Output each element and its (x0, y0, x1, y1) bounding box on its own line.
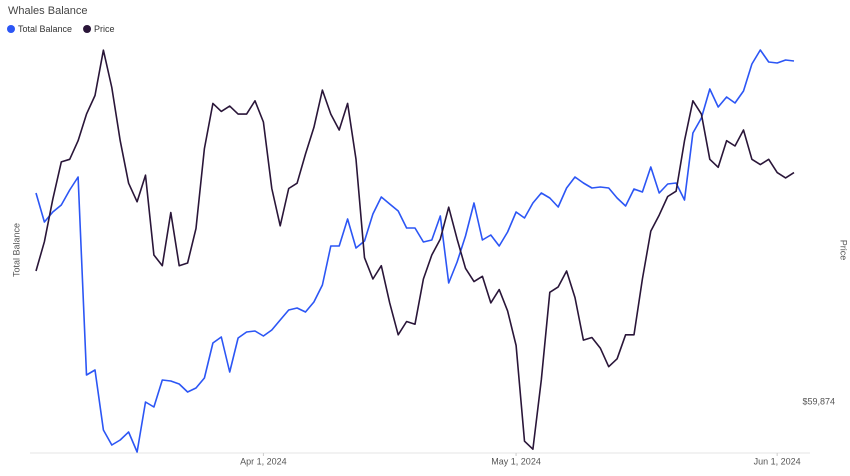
series-line (35, 49, 795, 453)
series-line (35, 49, 795, 450)
y-axis-label: Total Balance (11, 223, 21, 277)
x-tick-label: Apr 1, 2024 (240, 456, 287, 466)
x-tick-label: Jun 1, 2024 (754, 456, 801, 466)
y2-tick-label: $59,874 (802, 396, 835, 406)
legend-marker (7, 25, 15, 33)
y2-axis-label: Price (839, 240, 849, 261)
legend-label: Total Balance (18, 24, 72, 34)
chart-title: Whales Balance (8, 5, 88, 17)
legend-marker (83, 25, 92, 33)
x-tick-label: May 1, 2024 (491, 456, 541, 466)
legend-label: Price (94, 24, 115, 34)
